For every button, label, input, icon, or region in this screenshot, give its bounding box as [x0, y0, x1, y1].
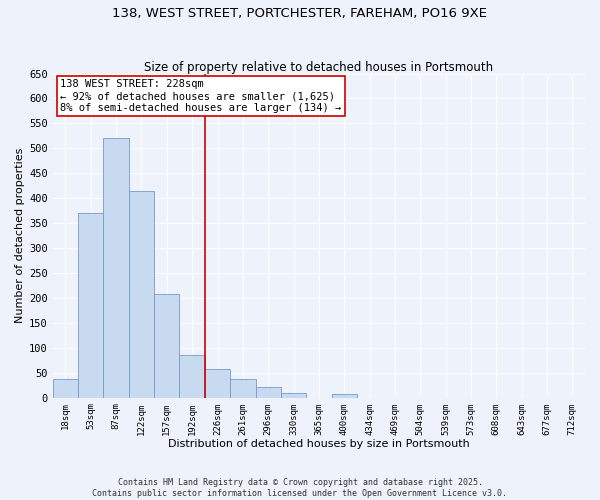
Bar	[154, 294, 179, 398]
Bar	[205, 370, 230, 398]
X-axis label: Distribution of detached houses by size in Portsmouth: Distribution of detached houses by size …	[168, 439, 470, 449]
Bar	[179, 356, 205, 398]
Bar	[281, 392, 306, 398]
Text: Contains HM Land Registry data © Crown copyright and database right 2025.
Contai: Contains HM Land Registry data © Crown c…	[92, 478, 508, 498]
Y-axis label: Number of detached properties: Number of detached properties	[15, 148, 25, 324]
Bar	[53, 380, 78, 398]
Bar	[230, 380, 256, 398]
Bar	[332, 394, 357, 398]
Text: 138 WEST STREET: 228sqm
← 92% of detached houses are smaller (1,625)
8% of semi-: 138 WEST STREET: 228sqm ← 92% of detache…	[61, 80, 341, 112]
Bar	[129, 190, 154, 398]
Bar	[103, 138, 129, 398]
Text: 138, WEST STREET, PORTCHESTER, FAREHAM, PO16 9XE: 138, WEST STREET, PORTCHESTER, FAREHAM, …	[113, 8, 487, 20]
Bar	[78, 213, 103, 398]
Title: Size of property relative to detached houses in Portsmouth: Size of property relative to detached ho…	[145, 60, 493, 74]
Bar	[256, 386, 281, 398]
